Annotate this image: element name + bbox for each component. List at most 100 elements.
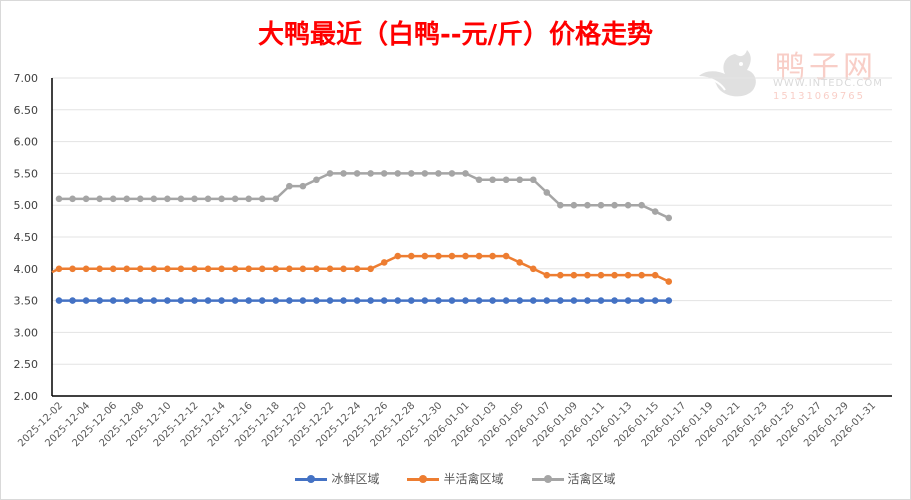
data-point-marker[interactable] (313, 265, 320, 273)
data-point-marker[interactable] (231, 195, 239, 203)
data-point-marker[interactable] (69, 265, 76, 273)
data-point-marker[interactable] (462, 297, 469, 304)
data-point-marker[interactable] (191, 265, 198, 273)
data-point-marker[interactable] (299, 265, 307, 273)
data-point-marker[interactable] (353, 265, 361, 273)
data-point-marker[interactable] (150, 195, 158, 203)
data-point-marker[interactable] (380, 297, 388, 304)
data-point-marker[interactable] (557, 201, 564, 209)
data-point-marker[interactable] (109, 195, 117, 203)
data-point-marker[interactable] (529, 297, 537, 304)
data-point-marker[interactable] (543, 271, 551, 279)
data-point-marker[interactable] (665, 278, 673, 285)
data-point-marker[interactable] (218, 195, 225, 203)
data-point-marker[interactable] (164, 265, 171, 273)
data-point-marker[interactable] (164, 195, 171, 203)
data-point-marker[interactable] (408, 170, 415, 177)
data-point-marker[interactable] (489, 297, 496, 304)
data-point-marker[interactable] (489, 176, 496, 184)
data-point-marker[interactable] (340, 297, 347, 304)
data-point-marker[interactable] (624, 297, 632, 304)
data-point-marker[interactable] (584, 271, 591, 279)
data-point-marker[interactable] (529, 176, 537, 184)
data-point-marker[interactable] (502, 297, 510, 304)
data-point-marker[interactable] (177, 297, 185, 304)
data-point-marker[interactable] (367, 265, 374, 273)
data-point-marker[interactable] (611, 201, 618, 209)
data-point-marker[interactable] (475, 252, 483, 260)
data-point-marker[interactable] (597, 297, 605, 304)
data-point-marker[interactable] (109, 265, 117, 273)
data-point-marker[interactable] (123, 297, 131, 304)
data-point-marker[interactable] (570, 201, 578, 209)
data-point-marker[interactable] (516, 297, 523, 304)
data-point-marker[interactable] (611, 297, 618, 304)
data-point-marker[interactable] (584, 297, 591, 304)
data-point-marker[interactable] (123, 195, 131, 203)
data-point-marker[interactable] (462, 170, 469, 177)
data-point-marker[interactable] (299, 182, 307, 190)
data-point-marker[interactable] (299, 297, 307, 304)
data-point-marker[interactable] (353, 297, 361, 304)
data-point-marker[interactable] (177, 265, 185, 273)
data-point-marker[interactable] (326, 297, 334, 304)
data-point-marker[interactable] (286, 265, 293, 273)
data-point-marker[interactable] (96, 297, 103, 304)
data-point-marker[interactable] (380, 170, 388, 177)
legend-item-semi-live[interactable]: 半活禽区域 (407, 470, 504, 487)
data-point-marker[interactable] (624, 271, 632, 279)
legend-item-chilled[interactable]: 冰鲜区域 (295, 470, 379, 487)
data-point-marker[interactable] (502, 176, 510, 184)
data-point-marker[interactable] (82, 297, 90, 304)
data-point-marker[interactable] (245, 297, 252, 304)
legend-item-live[interactable]: 活禽区域 (531, 470, 616, 487)
data-point-marker[interactable] (584, 201, 591, 209)
data-point-marker[interactable] (137, 297, 144, 304)
data-point-marker[interactable] (502, 252, 510, 260)
data-point-marker[interactable] (164, 297, 171, 304)
data-point-marker[interactable] (231, 265, 239, 273)
data-point-marker[interactable] (543, 189, 551, 196)
data-point-marker[interactable] (408, 297, 415, 304)
data-point-marker[interactable] (272, 265, 280, 273)
data-point-marker[interactable] (82, 265, 90, 273)
data-point-marker[interactable] (340, 265, 347, 273)
data-point-marker[interactable] (204, 265, 212, 273)
data-point-marker[interactable] (624, 201, 632, 209)
data-point-marker[interactable] (570, 297, 578, 304)
data-point-marker[interactable] (597, 271, 605, 279)
data-point-marker[interactable] (638, 201, 645, 209)
data-point-marker[interactable] (191, 297, 198, 304)
data-point-marker[interactable] (435, 170, 442, 177)
data-point-marker[interactable] (611, 271, 618, 279)
data-point-marker[interactable] (448, 297, 456, 304)
data-point-marker[interactable] (137, 195, 144, 203)
data-point-marker[interactable] (570, 271, 578, 279)
data-point-marker[interactable] (421, 252, 429, 260)
data-point-marker[interactable] (557, 271, 564, 279)
data-point-marker[interactable] (258, 297, 266, 304)
data-point-marker[interactable] (177, 195, 185, 203)
data-point-marker[interactable] (55, 265, 63, 273)
data-point-marker[interactable] (69, 195, 76, 203)
data-point-marker[interactable] (448, 170, 456, 177)
data-point-marker[interactable] (462, 252, 469, 260)
data-point-marker[interactable] (489, 252, 496, 260)
data-point-marker[interactable] (516, 259, 523, 266)
data-point-marker[interactable] (543, 297, 551, 304)
data-point-marker[interactable] (421, 170, 429, 177)
data-point-marker[interactable] (218, 297, 225, 304)
data-point-marker[interactable] (245, 265, 252, 273)
data-point-marker[interactable] (394, 252, 402, 260)
data-point-marker[interactable] (340, 170, 347, 177)
data-point-marker[interactable] (55, 297, 63, 304)
data-point-marker[interactable] (96, 195, 103, 203)
data-point-marker[interactable] (82, 195, 90, 203)
data-point-marker[interactable] (421, 297, 429, 304)
data-point-marker[interactable] (258, 265, 266, 273)
data-point-marker[interactable] (69, 297, 76, 304)
data-point-marker[interactable] (408, 252, 415, 260)
data-point-marker[interactable] (150, 297, 158, 304)
data-point-marker[interactable] (638, 297, 645, 304)
data-point-marker[interactable] (557, 297, 564, 304)
